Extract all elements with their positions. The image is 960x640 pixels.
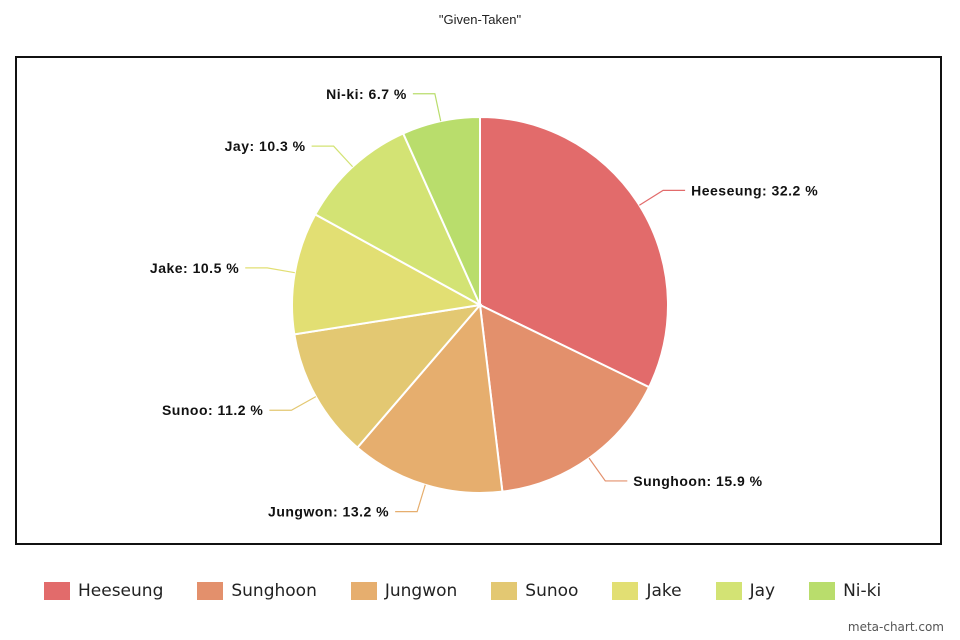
legend: Heeseung Sunghoon Jungwon Sunoo Jake Jay Ni-ki [44,578,944,604]
legend-label: Sunoo [525,581,579,601]
legend-swatch [350,582,377,600]
data-label-ni-ki: Ni-ki: 6.7 % [326,86,407,102]
legend-swatch [809,582,836,600]
plot-frame [15,56,942,545]
legend-item-sunoo: Sunoo [491,581,578,601]
legend-label: Sunghoon [231,581,317,601]
leader-line-jungwon [395,484,426,513]
legend-swatch [44,582,70,600]
data-label-sunghoon: Sunghoon: 15.9 % [633,473,762,489]
legend-label: Jake [646,581,682,601]
data-label-jake: Jake: 10.5 % [150,260,239,276]
legend-item-jungwon: Jungwon [350,581,458,601]
data-label-heeseung: Heeseung: 32.2 % [691,182,818,198]
pie-slice-sunghoon [478,303,651,493]
leader-line-jay [311,145,354,168]
legend-swatch [715,582,742,600]
data-label-jungwon: Jungwon: 13.2 % [268,504,389,520]
legend-label: Ni-ki [843,581,882,601]
legend-item-ni-ki: Ni-ki [809,581,881,601]
legend-item-sunghoon: Sunghoon [197,581,317,601]
leader-line-sunghoon [588,457,628,482]
leader-line-jake [245,267,295,274]
pie-slice-ni-ki [401,115,481,306]
legend-item-heeseung: Heeseung [44,581,163,601]
legend-item-jake: Jake [612,581,682,601]
legend-label: Jungwon [384,581,458,601]
chart-title: "Given-Taken" [438,12,522,27]
legend-label: Jay [749,581,776,601]
legend-label: Heeseung [78,581,164,601]
legend-swatch [491,582,518,600]
leader-line-heeseung [639,189,686,206]
legend-item-jay: Jay [715,581,776,601]
legend-swatch [612,582,639,600]
legend-swatch [197,582,224,600]
pie-slice-jay [313,132,483,308]
pie-slice-heeseung [479,115,669,389]
data-label-jay: Jay: 10.3 % [225,138,306,154]
data-label-sunoo: Sunoo: 11.2 % [162,402,263,418]
leader-line-ni-ki [412,93,442,122]
leader-line-sunoo [269,396,317,411]
pie-slice-sunoo [293,303,483,449]
watermark: meta-chart.com [847,620,944,634]
pie-slice-jake [291,213,484,336]
